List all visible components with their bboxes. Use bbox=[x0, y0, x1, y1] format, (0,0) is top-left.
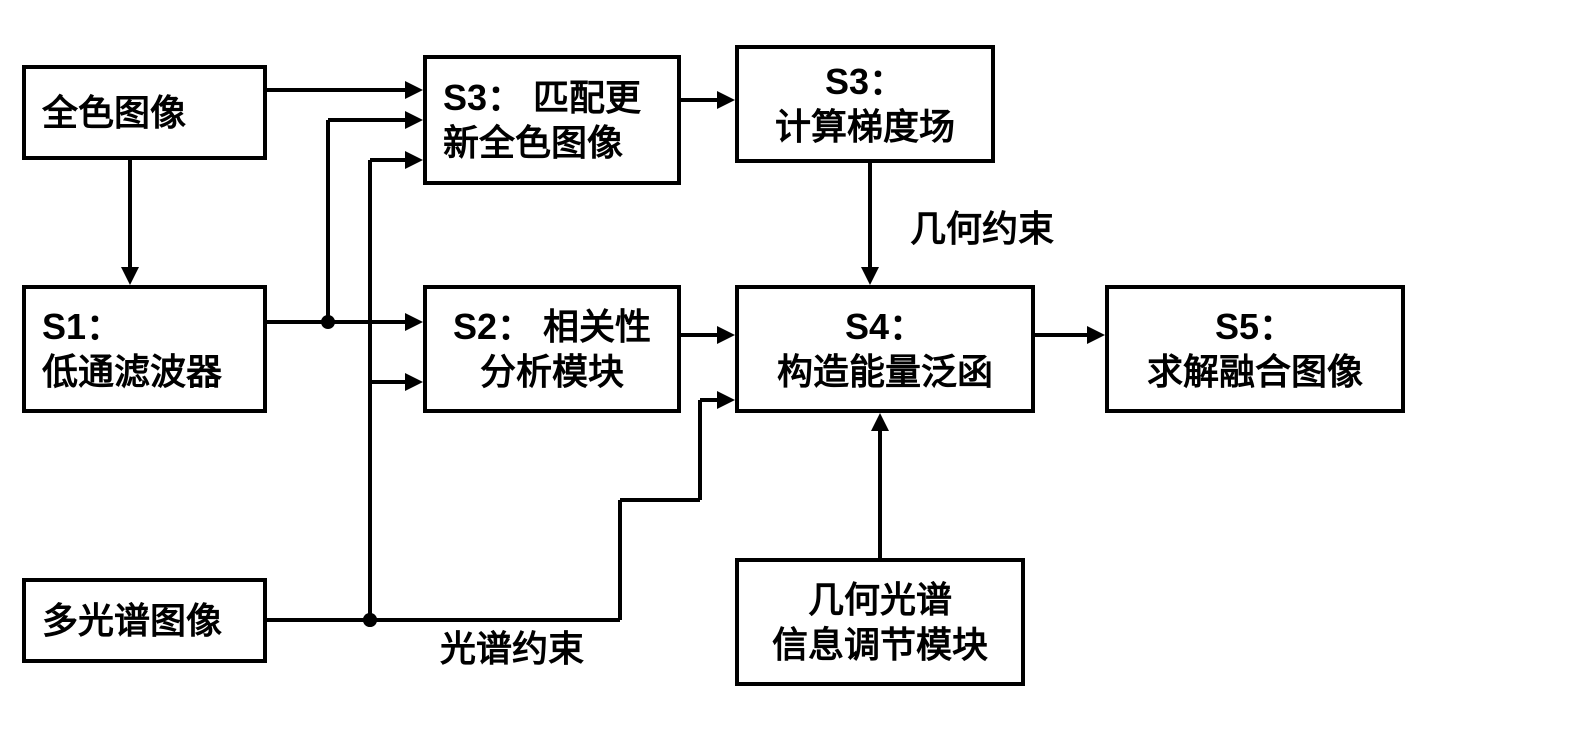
label-geometric-constraint: 几何约束 bbox=[910, 200, 1054, 252]
node-line2: 求解融合图像 bbox=[1147, 349, 1363, 394]
node-line1: S1： bbox=[42, 304, 247, 349]
node-line1: S5： bbox=[1215, 304, 1295, 349]
node-multispectral-image: 多光谱图像 bbox=[22, 578, 267, 663]
node-s3a-match-update: S3： 匹配更 新全色图像 bbox=[423, 55, 681, 185]
node-text: 多光谱图像 bbox=[42, 598, 247, 643]
node-s4-energy-functional: S4： 构造能量泛函 bbox=[735, 285, 1035, 413]
node-line2: 低通滤波器 bbox=[42, 349, 247, 394]
flowchart-canvas: { "layout": { "canvas": { "width": 1589,… bbox=[0, 0, 1589, 739]
node-s2-correlation: S2： 相关性 分析模块 bbox=[423, 285, 681, 413]
node-line2: 计算梯度场 bbox=[775, 104, 955, 149]
node-line1: S2： 相关性 bbox=[453, 304, 651, 349]
node-line2: 新全色图像 bbox=[443, 120, 661, 165]
node-line1: S4： bbox=[845, 304, 925, 349]
node-panchromatic-image: 全色图像 bbox=[22, 65, 267, 160]
node-line2: 构造能量泛函 bbox=[777, 349, 993, 394]
node-line1: S3： 匹配更 bbox=[443, 75, 661, 120]
node-line2: 信息调节模块 bbox=[772, 622, 988, 667]
node-line1: S3： bbox=[825, 59, 905, 104]
node-s1-lowpass: S1： 低通滤波器 bbox=[22, 285, 267, 413]
node-s5-solve-fusion: S5： 求解融合图像 bbox=[1105, 285, 1405, 413]
node-info-module: 几何光谱 信息调节模块 bbox=[735, 558, 1025, 686]
node-text: 全色图像 bbox=[42, 90, 247, 135]
node-line1: 几何光谱 bbox=[808, 577, 952, 622]
label-spectral-constraint: 光谱约束 bbox=[440, 620, 584, 672]
node-s3b-gradient: S3： 计算梯度场 bbox=[735, 45, 995, 163]
node-line2: 分析模块 bbox=[480, 349, 624, 394]
